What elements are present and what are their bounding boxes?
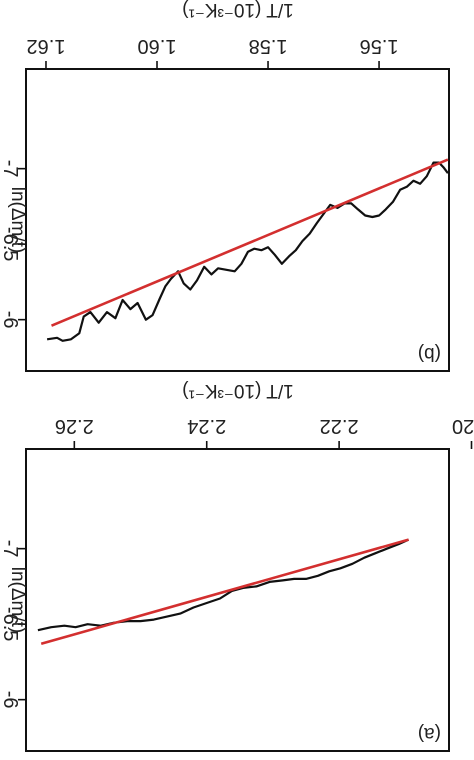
panel-a: -7-6.5-6 2.202.222.242.26 1/T (10⁻³K⁻¹) … — [0, 380, 474, 752]
panel-a-series — [37, 538, 410, 646]
panel-b-x-axis-label: 1/T (10⁻³K⁻¹) — [182, 0, 294, 20]
panel-b-label: (b) — [418, 343, 441, 364]
panel-b-frame — [25, 68, 450, 372]
panel-b-fit-line — [50, 158, 449, 327]
panel-a-label: (a) — [418, 723, 441, 744]
panel-a-y-tick-label: -6.5 — [0, 607, 21, 641]
panel-a-x-axis-label: 1/T (10⁻³K⁻¹) — [182, 380, 294, 401]
panel-a-x-tick-label: 2.24 — [187, 415, 226, 437]
panel-b-y-ticks: -7 -6.5 -6 — [0, 160, 26, 329]
panel-b-y-tick-label: -6.5 — [0, 227, 21, 261]
panel-b: -7-6.5-6 1.561.581.601.62 1/T (10⁻³K⁻¹) … — [0, 0, 450, 372]
panel-a-x-tick-label: 2.26 — [55, 415, 94, 437]
panel-b-x-tick-label: 1.60 — [138, 35, 177, 57]
panel-a-x-tick-label: 2.20 — [452, 415, 474, 437]
panel-b-x-tick-label: 1.56 — [360, 35, 399, 57]
panel-b-data-line — [46, 161, 449, 342]
panel-b-y-axis-label: ln(Δm/t) — [7, 187, 28, 254]
panel-a-y-ticks: -7 -6.5 -6 — [0, 540, 26, 709]
panel-a-y-axis-label: ln(Δm/t) — [7, 567, 28, 634]
panel-a-y-tick-label: -6 — [0, 691, 21, 709]
panel-a-fit-line — [40, 538, 409, 646]
panel-a-frame — [25, 448, 450, 752]
panel-b-x-tick-label: 1.62 — [27, 35, 66, 57]
panel-b-x-ticks: 1.56 1.58 1.60 1.62 — [27, 35, 399, 69]
panel-a-x-ticks: 2.20 2.22 2.24 2.26 — [55, 415, 474, 449]
panel-b-y-tick-label: -7 — [0, 160, 21, 178]
panel-b-series — [46, 158, 449, 342]
panel-b-y-tick-label: -6 — [0, 311, 21, 329]
panel-a-y-tick-label: -7 — [0, 540, 21, 558]
panel-a-data-line — [37, 538, 410, 632]
panel-b-x-tick-label: 1.58 — [249, 35, 288, 57]
panel-a-x-tick-label: 2.22 — [320, 415, 359, 437]
